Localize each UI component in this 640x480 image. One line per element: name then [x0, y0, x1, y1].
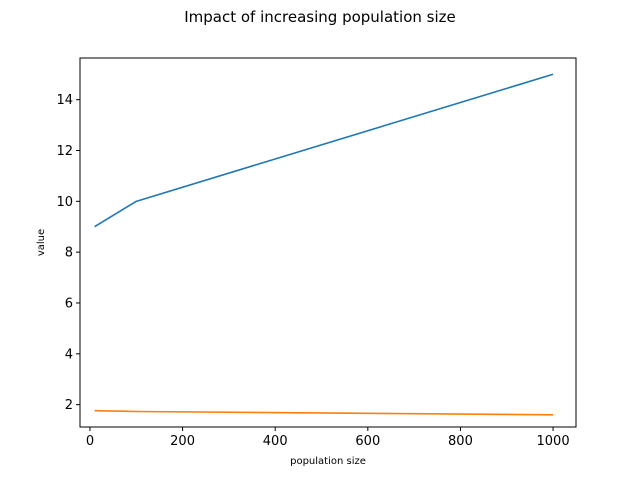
series-2-line — [94, 409, 554, 416]
plot-frame — [79, 57, 577, 428]
ticks-layer: 0 200 400 600 800 1000 2 4 6 8 10 12 14 — [56, 93, 569, 449]
y-axis-label: value — [36, 229, 47, 256]
x-tick-label: 200 — [170, 434, 195, 449]
y-tick-label: 14 — [56, 93, 73, 108]
x-tick-label: 600 — [355, 434, 380, 449]
x-axis-label: population size — [290, 456, 366, 467]
x-tick-label: 400 — [263, 434, 288, 449]
x-tick-label: 1000 — [537, 434, 570, 449]
series-1-line — [94, 73, 554, 228]
y-tick-label: 2 — [65, 398, 73, 413]
chart-title: Impact of increasing population size — [184, 8, 456, 26]
y-tick-label: 4 — [65, 347, 73, 362]
y-tick-label: 8 — [65, 246, 73, 261]
y-tick-label: 10 — [56, 195, 73, 210]
y-tick-label: 6 — [65, 296, 73, 311]
y-tick-label: 12 — [56, 144, 73, 159]
series-layer — [94, 73, 554, 416]
x-tick-label: 800 — [448, 434, 473, 449]
x-tick-label: 0 — [86, 434, 94, 449]
